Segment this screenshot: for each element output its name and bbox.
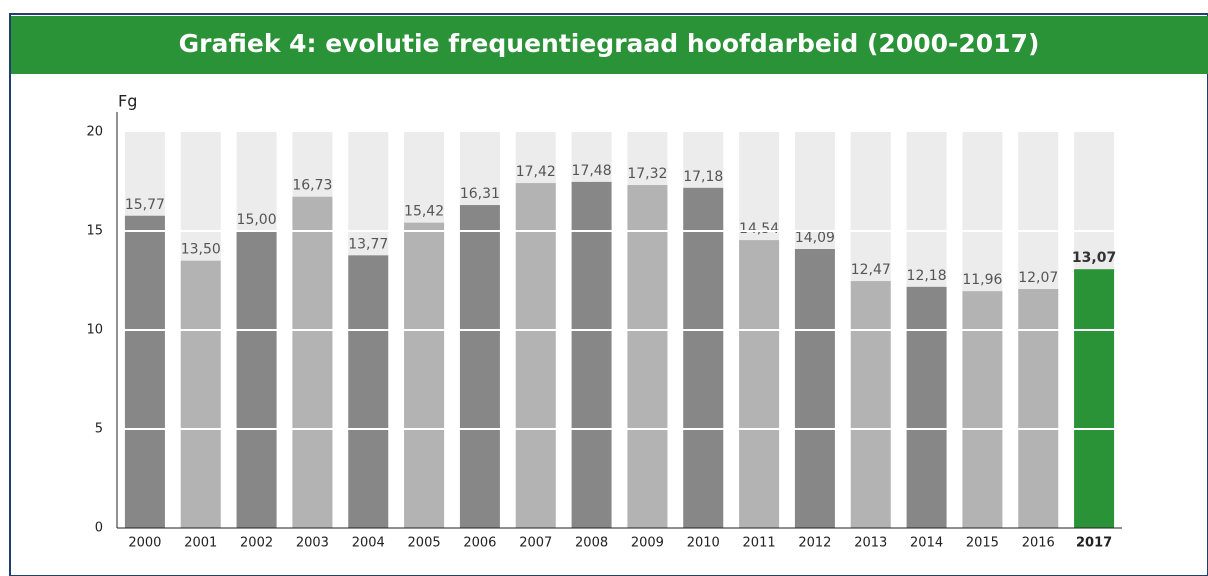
x-tick-label: 2004 [352,536,385,551]
y-tick-label: 10 [86,323,103,338]
value-label: 17,32 [627,166,667,182]
bar [1018,289,1059,528]
value-label: 17,48 [572,163,612,179]
y-tick-label: 5 [95,422,103,437]
bar [739,240,780,528]
value-label: 16,73 [292,178,332,194]
bar [850,281,891,528]
bar [627,185,668,528]
bar [1074,269,1115,528]
x-tick-label: 2009 [631,536,664,551]
value-label: 13,77 [348,236,388,252]
x-tick-label: 2002 [240,536,273,551]
bar [906,286,947,528]
x-tick-label: 2008 [575,536,608,551]
x-tick-label: 2006 [463,536,496,551]
y-tick-label: 15 [86,224,103,239]
bar [571,181,612,528]
bar [459,205,500,528]
chart-title: Grafiek 4: evolutie frequentiegraad hoof… [179,29,1040,58]
value-label: 12,47 [851,262,891,278]
y-tick-label: 20 [86,125,103,140]
value-label: 16,31 [460,186,500,202]
x-tick-label: 2013 [854,536,887,551]
x-tick-label: 2010 [687,536,720,551]
x-tick-label: 2003 [296,536,329,551]
value-label: 15,77 [125,197,165,213]
bar [683,187,724,528]
x-tick-label: 2005 [408,536,441,551]
bar [404,222,445,528]
y-tick-label: 0 [95,521,103,536]
value-label: 17,18 [683,169,723,185]
header [11,16,1208,74]
bar [794,249,835,528]
x-tick-label: 2016 [1022,536,1055,551]
value-label: 14,54 [739,221,779,237]
bar [515,183,556,529]
bar [348,255,389,528]
x-tick-label: 2000 [128,536,161,551]
bar [236,231,277,528]
x-tick-label: 2012 [798,536,831,551]
x-tick-label: 2007 [519,536,552,551]
value-label: 15,42 [404,204,444,220]
bar [292,196,333,528]
x-tick-label: 2017 [1076,536,1112,551]
value-label: 14,09 [795,230,835,246]
value-label: 11,96 [962,272,1002,288]
bar [962,291,1003,528]
x-tick-label: 2001 [184,536,217,551]
value-label: 12,18 [907,268,947,284]
x-tick-label: 2015 [966,536,999,551]
bar [124,215,165,528]
value-label: 12,07 [1018,270,1058,286]
y-axis-label: Fg [118,92,137,111]
value-label: 13,07 [1072,250,1116,266]
x-tick-label: 2011 [743,536,776,551]
bar [180,260,221,528]
x-tick-label: 2014 [910,536,943,551]
value-label: 17,42 [516,164,556,180]
value-label: 13,50 [181,242,221,258]
value-label: 15,00 [237,212,277,228]
